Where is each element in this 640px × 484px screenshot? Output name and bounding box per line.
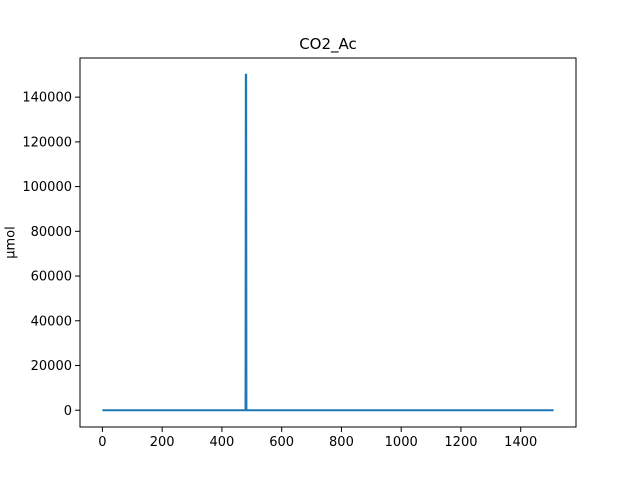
y-tick-label: 80000 <box>31 225 72 240</box>
plot-frame <box>79 57 577 428</box>
x-tick-label: 600 <box>269 435 294 450</box>
x-tick-label: 200 <box>150 435 175 450</box>
y-tick-label: 140000 <box>22 91 72 106</box>
y-tick-label: 120000 <box>22 135 72 150</box>
x-tick-label: 1200 <box>444 435 477 450</box>
x-axis: 0 200 400 600 800 1000 1200 1400 <box>98 427 537 450</box>
x-tick-label: 400 <box>210 435 235 450</box>
y-axis-label: µmol <box>4 226 19 259</box>
chart-title: CO2_Ac <box>299 35 357 54</box>
x-tick-label: 1000 <box>385 435 418 450</box>
y-tick-label: 0 <box>64 404 72 419</box>
x-tick-label: 0 <box>98 435 106 450</box>
series-line <box>102 73 554 412</box>
data-layer <box>102 73 554 412</box>
y-tick-label: 100000 <box>22 180 72 195</box>
y-axis: 0 20000 40000 60000 80000 100000 120000 140000 <box>22 91 80 419</box>
y-tick-label: 40000 <box>31 314 72 329</box>
y-tick-label: 20000 <box>31 359 72 374</box>
x-tick-label: 800 <box>329 435 354 450</box>
y-tick-label: 60000 <box>31 270 72 285</box>
x-tick-label: 1400 <box>504 435 537 450</box>
